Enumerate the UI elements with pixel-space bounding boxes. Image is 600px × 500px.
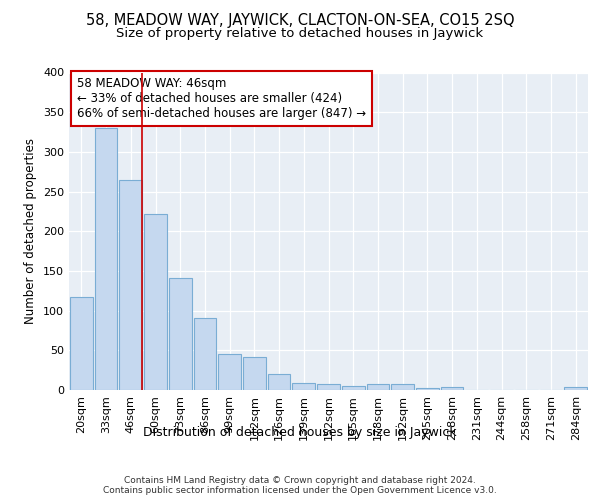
Bar [564,387,587,390]
Bar [342,386,365,390]
Bar [218,354,241,390]
Text: 58, MEADOW WAY, JAYWICK, CLACTON-ON-SEA, CO15 2SQ: 58, MEADOW WAY, JAYWICK, CLACTON-ON-SEA,… [86,12,514,28]
Bar [70,297,93,390]
Bar [292,383,315,390]
Bar [119,180,142,390]
Bar [441,387,463,390]
Bar [391,384,414,390]
Bar [243,356,266,390]
Bar [367,384,389,390]
Bar [169,278,191,390]
Bar [268,374,290,390]
Text: 58 MEADOW WAY: 46sqm
← 33% of detached houses are smaller (424)
66% of semi-deta: 58 MEADOW WAY: 46sqm ← 33% of detached h… [77,78,366,120]
Bar [144,214,167,390]
Text: Distribution of detached houses by size in Jaywick: Distribution of detached houses by size … [143,426,457,439]
Text: Contains HM Land Registry data © Crown copyright and database right 2024.
Contai: Contains HM Land Registry data © Crown c… [103,476,497,495]
Bar [317,384,340,390]
Y-axis label: Number of detached properties: Number of detached properties [25,138,37,324]
Text: Size of property relative to detached houses in Jaywick: Size of property relative to detached ho… [116,28,484,40]
Bar [95,128,118,390]
Bar [416,388,439,390]
Bar [194,318,216,390]
